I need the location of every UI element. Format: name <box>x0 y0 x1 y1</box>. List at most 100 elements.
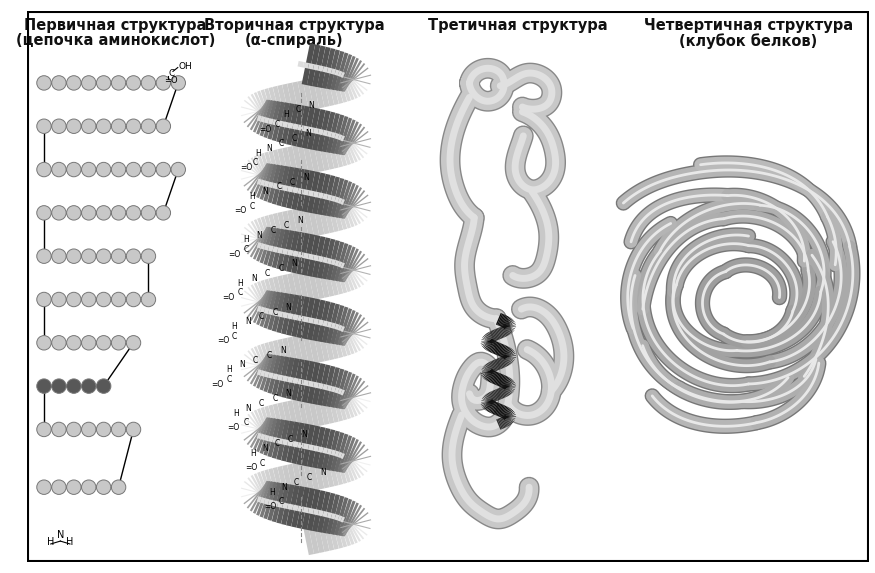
Circle shape <box>66 249 81 264</box>
Circle shape <box>52 249 66 264</box>
Circle shape <box>37 480 52 494</box>
Text: N: N <box>298 216 303 225</box>
Text: C: C <box>270 226 276 235</box>
Text: =O: =O <box>240 163 252 172</box>
Circle shape <box>126 336 141 350</box>
Text: C: C <box>243 418 248 427</box>
Text: N: N <box>280 346 285 355</box>
Text: N: N <box>251 274 256 283</box>
Circle shape <box>37 379 52 393</box>
Text: C: C <box>259 312 264 321</box>
Text: H: H <box>226 365 232 374</box>
Text: C: C <box>259 399 264 408</box>
Text: Четвертичная структура: Четвертичная структура <box>644 18 853 33</box>
Text: H: H <box>255 148 261 158</box>
Circle shape <box>141 76 156 90</box>
Text: C: C <box>274 439 279 449</box>
Text: N: N <box>320 468 326 477</box>
Circle shape <box>52 162 66 177</box>
Text: =O: =O <box>228 423 240 432</box>
Text: =O: =O <box>164 77 178 85</box>
Text: Третичная структура: Третичная структура <box>428 18 607 33</box>
Circle shape <box>81 162 96 177</box>
Text: (клубок белков): (клубок белков) <box>679 33 817 49</box>
Text: C: C <box>279 497 284 506</box>
Text: N: N <box>309 101 314 109</box>
Circle shape <box>37 249 52 264</box>
Text: N: N <box>240 360 245 370</box>
Circle shape <box>81 336 96 350</box>
Circle shape <box>37 206 52 220</box>
Circle shape <box>81 292 96 307</box>
Text: H: H <box>243 236 249 244</box>
Circle shape <box>52 292 66 307</box>
Circle shape <box>126 119 141 134</box>
Text: C: C <box>274 120 279 129</box>
Text: C: C <box>260 458 265 468</box>
Circle shape <box>111 422 126 437</box>
Circle shape <box>111 206 126 220</box>
Circle shape <box>126 76 141 90</box>
Circle shape <box>81 76 96 90</box>
Circle shape <box>156 206 171 220</box>
Text: N: N <box>282 482 288 492</box>
Circle shape <box>81 249 96 264</box>
Circle shape <box>126 249 141 264</box>
Text: C: C <box>226 375 231 384</box>
Circle shape <box>66 119 81 134</box>
Circle shape <box>96 379 111 393</box>
Text: C: C <box>272 394 277 403</box>
Circle shape <box>66 162 81 177</box>
Text: C: C <box>253 158 258 167</box>
Text: C: C <box>168 69 174 78</box>
Text: C: C <box>264 269 270 278</box>
Circle shape <box>81 379 96 393</box>
Circle shape <box>66 336 81 350</box>
Text: =O: =O <box>228 250 241 259</box>
Text: C: C <box>238 288 243 297</box>
Text: =O: =O <box>222 293 234 302</box>
Circle shape <box>52 119 66 134</box>
Text: C: C <box>290 178 295 187</box>
Text: C: C <box>243 245 248 254</box>
Text: C: C <box>253 356 258 364</box>
Circle shape <box>126 206 141 220</box>
Text: N: N <box>285 303 291 312</box>
Text: H: H <box>250 449 255 458</box>
Circle shape <box>96 336 111 350</box>
Text: =O: =O <box>264 502 276 511</box>
Text: =O: =O <box>234 206 247 215</box>
Circle shape <box>52 379 66 393</box>
Circle shape <box>126 162 141 177</box>
Circle shape <box>52 480 66 494</box>
Text: (цепочка аминокислот): (цепочка аминокислот) <box>16 33 215 48</box>
Text: N: N <box>304 129 311 139</box>
Text: N: N <box>266 144 272 153</box>
Text: N: N <box>303 172 309 182</box>
Text: N: N <box>57 530 64 540</box>
Text: =O: =O <box>259 124 271 134</box>
Text: C: C <box>296 105 301 115</box>
Circle shape <box>66 379 81 393</box>
Text: C: C <box>278 264 284 273</box>
Circle shape <box>96 206 111 220</box>
Circle shape <box>96 422 111 437</box>
Text: N: N <box>285 389 291 398</box>
Text: C: C <box>276 182 282 191</box>
Circle shape <box>66 480 81 494</box>
Circle shape <box>111 162 126 177</box>
Circle shape <box>52 336 66 350</box>
Circle shape <box>52 206 66 220</box>
Circle shape <box>96 249 111 264</box>
Text: C: C <box>232 332 237 340</box>
Text: N: N <box>301 430 307 439</box>
Circle shape <box>111 249 126 264</box>
Circle shape <box>96 480 111 494</box>
Text: C: C <box>272 308 277 316</box>
Circle shape <box>96 162 111 177</box>
Circle shape <box>111 76 126 90</box>
Circle shape <box>111 119 126 134</box>
Text: H: H <box>66 537 74 547</box>
Circle shape <box>171 162 186 177</box>
Text: H: H <box>270 488 275 496</box>
